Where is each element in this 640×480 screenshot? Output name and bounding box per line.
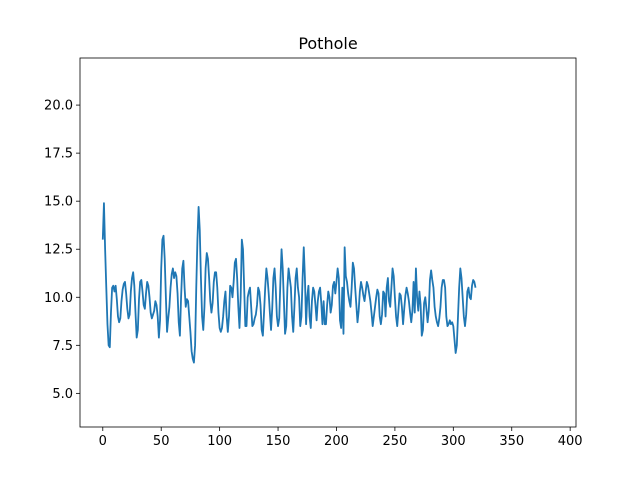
x-tick-label: 0 xyxy=(99,434,107,449)
y-tick-label: 17.5 xyxy=(44,147,73,162)
x-tick-label: 100 xyxy=(207,434,232,449)
series-line xyxy=(101,202,477,364)
plot-area xyxy=(101,202,477,364)
y-axis: 5.0 7.5 10.0 12.5 15.0 17.5 20.0 xyxy=(44,99,80,402)
axes-frame xyxy=(79,57,577,428)
chart-title: Pothole xyxy=(298,34,357,53)
y-tick-label: 10.0 xyxy=(44,291,73,306)
y-tick-label: 20.0 xyxy=(44,99,73,114)
x-tick-label: 400 xyxy=(558,434,583,449)
x-tick-label: 250 xyxy=(382,434,407,449)
x-tick-label: 300 xyxy=(441,434,466,449)
x-tick-label: 50 xyxy=(153,434,170,449)
y-tick-label: 15.0 xyxy=(44,195,73,210)
y-tick-label: 7.5 xyxy=(52,339,73,354)
x-axis: 0 50 100 150 200 250 300 350 400 xyxy=(99,427,583,449)
y-tick-label: 5.0 xyxy=(52,387,73,402)
x-tick-label: 200 xyxy=(324,434,349,449)
x-tick-label: 350 xyxy=(499,434,524,449)
x-tick-label: 150 xyxy=(266,434,291,449)
y-tick-label: 12.5 xyxy=(44,243,73,258)
